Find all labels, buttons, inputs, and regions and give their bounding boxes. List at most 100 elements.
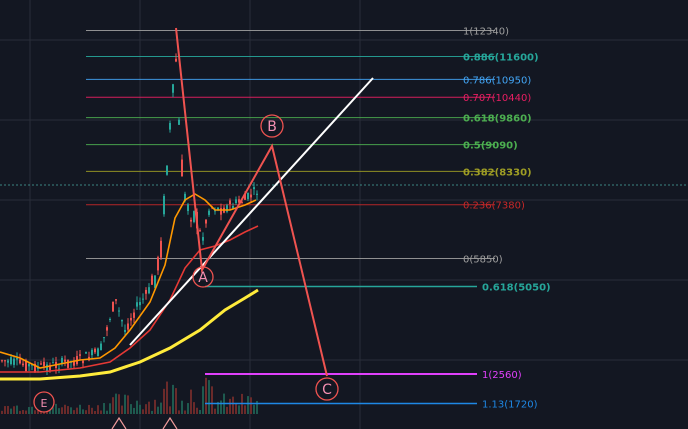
candle <box>31 364 33 371</box>
volume-bar <box>244 405 246 414</box>
candle <box>67 359 69 371</box>
fib-level-1[interactable]: 1(12340) <box>86 27 509 38</box>
candle <box>151 273 153 285</box>
projection-level-1-13[interactable]: 1.13(1720) <box>205 400 538 411</box>
volume-bar <box>55 403 57 414</box>
candle <box>229 198 231 210</box>
candle <box>214 207 216 215</box>
candle <box>118 307 120 317</box>
candle <box>208 208 210 217</box>
candle <box>148 283 150 295</box>
candle <box>115 299 117 305</box>
volume-bar <box>22 410 24 414</box>
volume-bar <box>70 407 72 414</box>
volume-bar <box>106 410 108 414</box>
candle <box>232 202 234 209</box>
candle <box>247 192 249 201</box>
volume-bar <box>97 405 99 414</box>
volume-bar <box>247 396 249 414</box>
projection-levels[interactable]: 0.618(5050) 1(2560) 1.13(1720) <box>205 283 551 411</box>
candle <box>64 355 66 367</box>
volume-bar <box>238 405 240 414</box>
candle <box>124 324 126 337</box>
candle <box>193 210 195 224</box>
candle <box>163 193 165 217</box>
candle <box>256 190 258 201</box>
volume-bar <box>205 377 207 414</box>
candle <box>58 364 60 374</box>
fib-level-label: 0.5(9090) <box>463 141 518 152</box>
volume-bar <box>226 406 228 414</box>
volume-bar <box>73 410 75 414</box>
trendline[interactable] <box>129 77 374 346</box>
candle <box>127 318 129 333</box>
volume-bar <box>16 405 18 414</box>
fib-level-label: 1(12340) <box>463 27 509 38</box>
volume-bar <box>49 408 51 414</box>
volume-bar <box>133 407 135 414</box>
volume-bar <box>109 403 111 414</box>
volume-bar <box>130 404 132 414</box>
volume-bar <box>229 398 231 414</box>
candle <box>97 347 99 357</box>
candle <box>103 337 105 343</box>
fib-level-label: 0.707(10440) <box>463 93 531 104</box>
fib-level-label: 0.618(9860) <box>463 114 532 125</box>
volume-bar <box>160 402 162 414</box>
wave-label-b: B <box>260 114 284 138</box>
projection-level-label: 0.618(5050) <box>482 283 551 294</box>
fib-level-0-618[interactable]: 0.618(9860) <box>86 114 532 125</box>
volume-bar <box>172 384 174 414</box>
fib-level-0-382[interactable]: 0.382(8330) <box>86 167 532 178</box>
volume-bar <box>154 399 156 414</box>
candle <box>94 347 96 355</box>
volume-bar <box>4 406 6 414</box>
volume-bar <box>127 395 129 414</box>
volume-bar <box>169 406 171 414</box>
volume-bar <box>184 410 186 414</box>
moving-average-3 <box>0 288 259 381</box>
volume-bar <box>157 406 159 414</box>
candle <box>61 355 63 367</box>
candle <box>190 217 192 228</box>
volume-bar <box>136 400 138 414</box>
volume-bar <box>256 400 258 414</box>
candle <box>205 219 207 228</box>
fib-level-0-236[interactable]: 0.236(7380) <box>86 201 525 212</box>
volume-bar <box>76 407 78 414</box>
candle <box>130 313 132 326</box>
candlestick-series <box>1 53 258 376</box>
candle <box>157 255 159 275</box>
projection-level-1[interactable]: 1(2560) <box>205 370 522 381</box>
volume-bar <box>64 404 66 414</box>
fib-level-0-786[interactable]: 0.786(10950) <box>86 75 531 86</box>
volume-bar <box>121 405 123 414</box>
fib-level-0-5[interactable]: 0.5(9090) <box>86 141 518 152</box>
moving-average-1 <box>0 193 257 369</box>
volume-bar <box>139 404 141 414</box>
candle <box>100 341 102 351</box>
volume-bar <box>250 397 252 414</box>
candle <box>253 182 255 196</box>
fibonacci-levels[interactable]: 1(12340) 0.886(11600) 0.786(10950) 0.707(10… <box>86 27 539 266</box>
candle <box>142 293 144 304</box>
fib-level-0[interactable]: 0(5850) <box>86 254 503 265</box>
candle <box>250 188 252 203</box>
fib-level-0-886[interactable]: 0.886(11600) <box>86 52 539 63</box>
elliott-wave-path[interactable] <box>175 27 328 377</box>
candle <box>112 301 114 312</box>
volume-bar <box>79 404 81 414</box>
wave-label-a: A <box>192 266 214 288</box>
candle <box>175 53 177 63</box>
candle <box>145 287 147 300</box>
volume-bar <box>118 394 120 414</box>
candle <box>166 165 168 176</box>
bottom-markers <box>111 416 178 429</box>
projection-level-0-618[interactable]: 0.618(5050) <box>205 283 551 294</box>
volume-bar <box>190 389 192 414</box>
fib-level-label: 0.786(10950) <box>463 75 531 86</box>
fib-level-0-707[interactable]: 0.707(10440) <box>86 93 531 104</box>
candle <box>169 120 171 133</box>
volume-bar <box>94 410 96 414</box>
